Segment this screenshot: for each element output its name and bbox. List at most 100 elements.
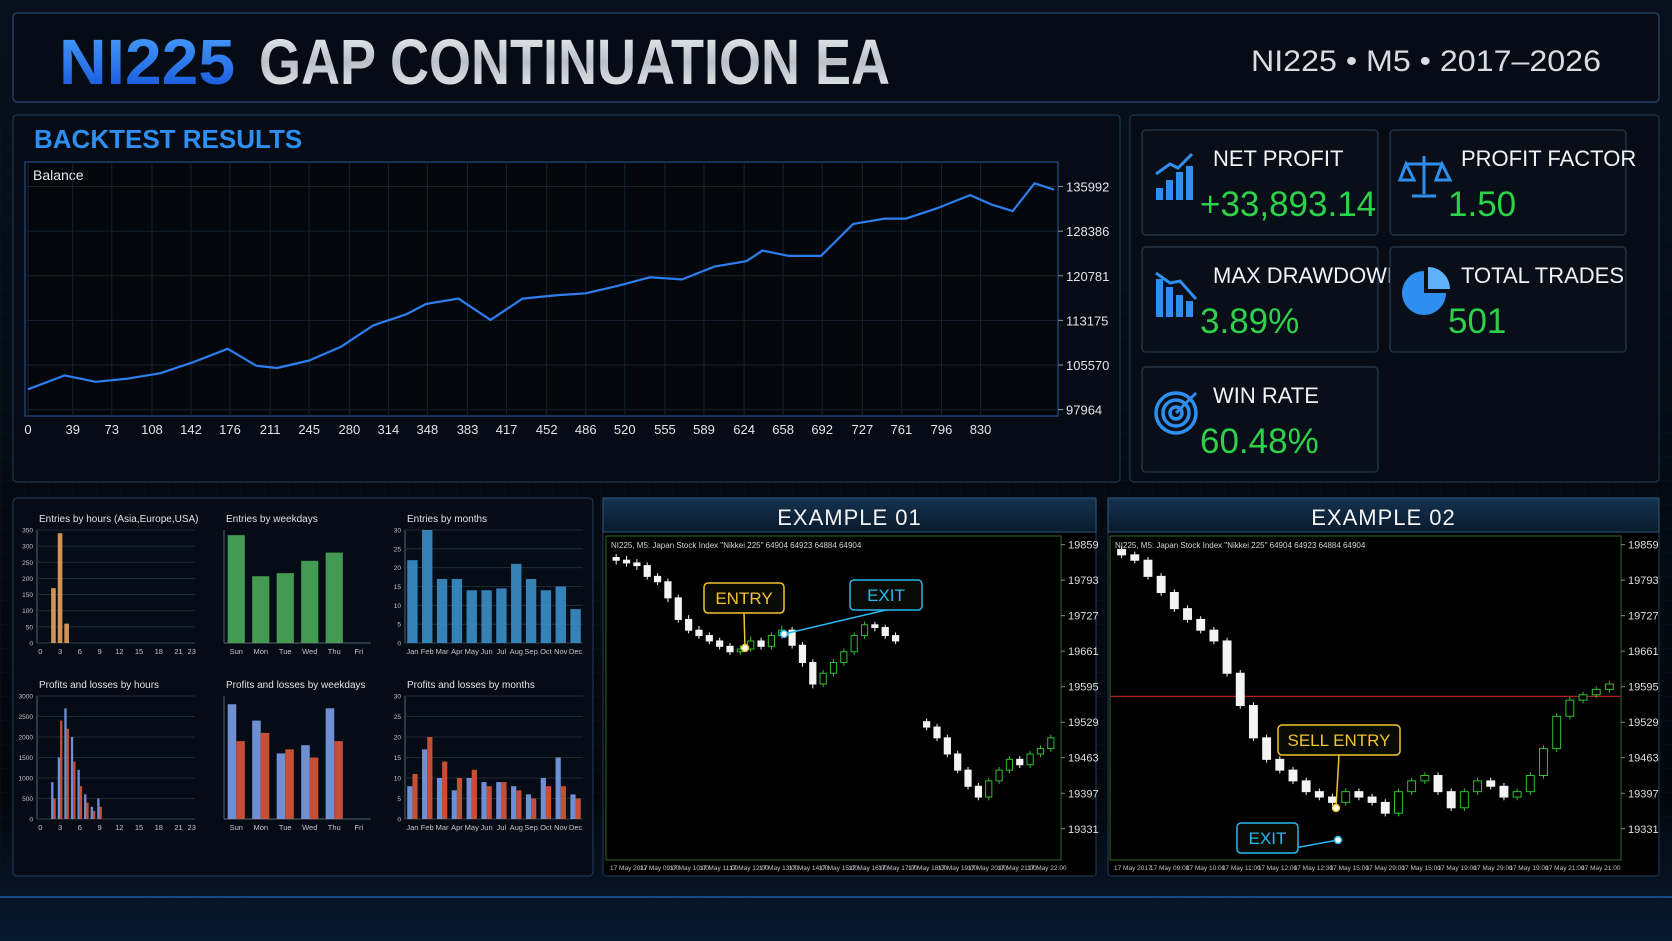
header-panel	[12, 12, 1660, 103]
candle-body	[1446, 791, 1456, 809]
x-tick-label: 17 May 29:00	[1366, 865, 1406, 872]
x-tick-label: 17 May 21:00	[1581, 865, 1621, 872]
stat-label: PROFIT FACTOR	[1461, 146, 1636, 171]
chart-info: NI225, M5: Japan Stock Index "Nikkei 225…	[1115, 541, 1366, 550]
candle-body	[685, 618, 693, 631]
x-tick-label: 108	[141, 422, 163, 437]
candle-body	[1328, 796, 1337, 803]
candle-body	[726, 645, 734, 653]
x-tick-label: 796	[931, 422, 953, 437]
bar	[525, 794, 532, 819]
x-tick-label: 17 May 11:00	[1222, 865, 1261, 872]
x-tick-label: Jan	[406, 823, 418, 832]
candle-body	[1604, 683, 1614, 690]
bar	[451, 578, 463, 643]
x-tick-label: Feb	[421, 823, 434, 832]
annotation-marker	[740, 643, 750, 653]
bar	[486, 786, 492, 819]
bar	[570, 609, 581, 643]
candle-body	[705, 635, 713, 642]
x-tick-label: 589	[693, 422, 715, 437]
annotation-box	[849, 579, 923, 611]
backtest-title: BACKTEST RESULTS	[34, 124, 302, 154]
y-tick-label: 135992	[1066, 180, 1109, 195]
bar	[501, 782, 507, 819]
x-tick-label: Tue	[279, 647, 292, 656]
plot-frame	[605, 535, 1062, 861]
x-tick-label: Dec	[569, 823, 583, 832]
y-tick-label: 19331	[1068, 824, 1099, 836]
bar	[276, 573, 294, 643]
candle-body	[923, 721, 931, 728]
x-tick-label: 0	[38, 647, 42, 656]
x-tick-label: May	[465, 647, 479, 656]
candle-body	[716, 640, 724, 647]
bar	[51, 782, 54, 819]
candle-body	[1301, 780, 1311, 793]
x-tick-label: 17 May 12:00	[1258, 865, 1298, 872]
example-header	[1107, 497, 1660, 533]
card-frame	[1389, 246, 1627, 353]
bar	[252, 720, 261, 819]
candle-body	[809, 661, 817, 685]
icon-part	[1186, 166, 1193, 200]
x-tick-label: 6	[78, 823, 82, 832]
x-tick-label: 17 May 15:00	[1401, 865, 1441, 872]
bar	[79, 786, 83, 819]
x-tick-label: Nov	[554, 647, 568, 656]
bar	[466, 590, 477, 643]
candle-body	[1005, 758, 1014, 771]
x-tick-label: 17 May 21:00	[997, 865, 1037, 872]
bar	[412, 773, 418, 819]
stat-card: TOTAL TRADES 501	[1389, 246, 1627, 353]
x-tick-label: 17 May 22:00	[1027, 865, 1067, 872]
candle-body	[1288, 769, 1298, 782]
bar	[496, 588, 507, 643]
bar	[90, 806, 93, 819]
annotation-marker	[1331, 803, 1341, 813]
x-tick-label: Feb	[421, 647, 434, 656]
icon-part	[1166, 287, 1173, 317]
x-tick-label: Oct	[540, 823, 553, 832]
x-tick-label: Jul	[497, 823, 507, 832]
x-tick-label: Apr	[451, 647, 463, 656]
x-tick-label: 761	[891, 422, 913, 437]
candle-body	[1552, 715, 1562, 750]
title: GAP CONTINUATION EA	[259, 26, 890, 98]
bar	[309, 757, 319, 819]
bar	[555, 586, 566, 643]
y-tick-label: 19727	[1628, 611, 1659, 623]
x-tick-label: 176	[219, 422, 241, 437]
x-tick-label: 417	[496, 422, 518, 437]
bar	[456, 778, 463, 819]
candle-body	[1196, 618, 1206, 631]
x-tick-label: 9	[97, 823, 101, 832]
y-tick-label: 19859	[1068, 540, 1099, 552]
y-tick-label: 250	[22, 560, 33, 567]
y-tick-label: 15	[394, 755, 402, 762]
x-tick-label: 727	[851, 422, 873, 437]
x-tick-label: 17 May 2017	[610, 865, 648, 872]
y-tick-label: 5	[397, 796, 401, 803]
x-tick-label: 17 May 21:00	[1545, 865, 1585, 872]
x-tick-label: 17 May 18:00	[908, 865, 948, 872]
x-tick-label: 280	[338, 422, 360, 437]
x-tick-label: 245	[298, 422, 320, 437]
x-tick-label: Mar	[436, 823, 449, 832]
x-tick-label: Mon	[253, 823, 268, 832]
y-tick-label: 1500	[19, 755, 34, 762]
y-tick-label: 25	[394, 714, 402, 721]
annotation-label: EXIT	[1249, 829, 1287, 848]
bar	[70, 737, 74, 819]
candle-body	[1407, 780, 1417, 793]
candle-body	[954, 753, 962, 771]
candle-body	[653, 575, 662, 583]
candle-body	[1047, 737, 1055, 750]
bar	[481, 590, 492, 643]
x-tick-label: 452	[536, 422, 558, 437]
y-tick-label: 25	[394, 546, 402, 553]
y-tick-label: 20	[394, 565, 402, 572]
icon-part	[1176, 295, 1183, 317]
x-tick-label: Dec	[569, 647, 583, 656]
y-tick-label: 0	[29, 817, 33, 824]
